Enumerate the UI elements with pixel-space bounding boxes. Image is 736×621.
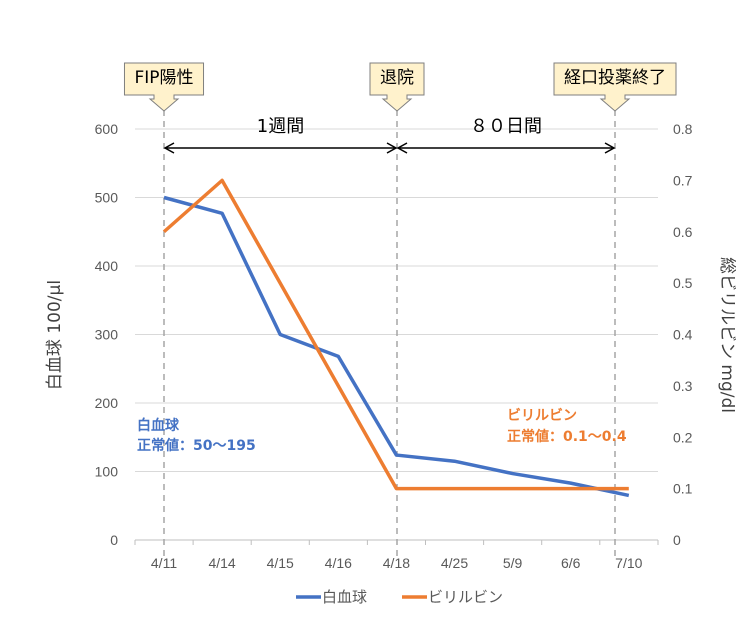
series-line-wbc xyxy=(163,195,630,498)
y2-tick-label: 0 xyxy=(673,532,681,548)
x-tick-label: 4/18 xyxy=(383,555,410,571)
x-tick-label: 4/15 xyxy=(267,555,294,571)
span-label: ８０日間 xyxy=(470,116,542,137)
x-tick-label: 6/6 xyxy=(561,555,581,571)
y2-tick-label: 0.5 xyxy=(673,275,693,291)
x-tick-label: 4/25 xyxy=(441,555,468,571)
y-axis-title: 白血球 100/μl xyxy=(45,280,65,390)
arrowhead-icon xyxy=(163,142,398,154)
event-label: 経口投薬終了 xyxy=(564,68,666,88)
event-label: 退院 xyxy=(380,68,414,88)
y2-tick-label: 0.7 xyxy=(673,172,693,188)
event-callout xyxy=(553,62,677,112)
y-tick-label: 200 xyxy=(95,395,119,411)
y-tick-label: 100 xyxy=(95,464,119,480)
x-tick-label: 5/9 xyxy=(503,555,523,571)
arrowhead-icon xyxy=(396,142,616,154)
y-tick-label: 0 xyxy=(110,532,118,548)
event-callout xyxy=(369,62,425,112)
y2-tick-label: 0.4 xyxy=(673,327,693,343)
y-tick-label: 400 xyxy=(95,258,119,274)
legend-label: 白血球 xyxy=(322,588,367,606)
legend-label: ビリルビン xyxy=(428,588,503,606)
y2-tick-label: 0.3 xyxy=(673,378,693,394)
span-label: 1週間 xyxy=(257,116,304,137)
x-tick-label: 4/14 xyxy=(208,555,235,571)
y2-tick-label: 0.2 xyxy=(673,429,693,445)
bilirubin-note-title: ビリルビン xyxy=(507,408,577,424)
event-label: FIP陽性 xyxy=(134,68,193,88)
wbc-note-title: 白血球 xyxy=(137,417,180,434)
y-tick-label: 300 xyxy=(95,327,119,343)
x-tick-label: 7/10 xyxy=(615,555,642,571)
x-tick-label: 4/11 xyxy=(151,555,177,571)
y2-tick-label: 0.8 xyxy=(673,121,693,137)
y-tick-label: 500 xyxy=(95,190,119,206)
y2-tick-label: 0.1 xyxy=(673,481,693,497)
y2-tick-label: 0.6 xyxy=(673,224,693,240)
y-tick-label: 600 xyxy=(95,121,119,137)
y2-axis-title: 総ビリルビン mg/dl xyxy=(717,257,736,413)
event-callout xyxy=(123,62,205,112)
bilirubin-note-range: 正常値：0.1～0.4 xyxy=(507,428,627,445)
wbc-note-range: 正常値：50～195 xyxy=(137,437,256,454)
x-tick-label: 4/16 xyxy=(325,555,352,571)
series-line-bilirubin xyxy=(162,178,629,491)
